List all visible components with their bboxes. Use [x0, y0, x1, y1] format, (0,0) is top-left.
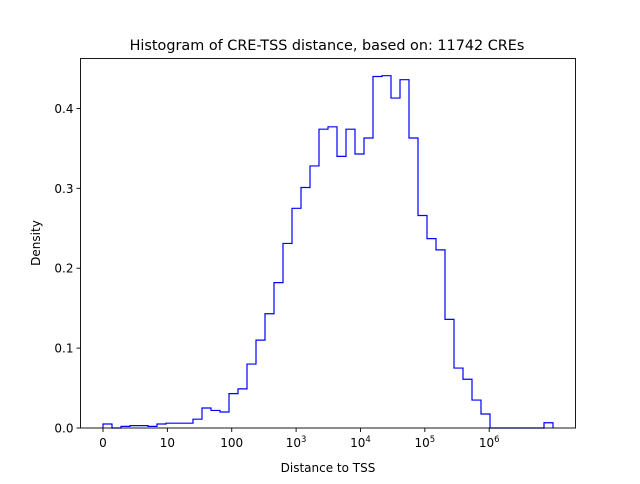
y-tick-label: 0.4: [54, 102, 73, 116]
x-tick-label: 105: [414, 435, 435, 450]
y-axis-label: Density: [29, 220, 43, 266]
y-tick-label: 0.2: [54, 262, 73, 276]
histogram-step-line: [102, 75, 554, 429]
y-tick-label: 0.3: [54, 182, 73, 196]
y-tick-label: 0.1: [54, 342, 73, 356]
chart-title: Histogram of CRE-TSS distance, based on:…: [130, 38, 525, 54]
x-tick-label: 0: [99, 436, 107, 450]
y-tick-label: 0.0: [54, 422, 73, 436]
x-axis-label: Distance to TSS: [281, 461, 376, 475]
x-tick-label: 100: [220, 436, 243, 450]
x-tick-label: 104: [350, 435, 371, 450]
x-tick-label: 10: [160, 436, 175, 450]
axes-frame: [80, 58, 576, 429]
x-tick-label: 103: [286, 435, 307, 450]
x-tick-label: 106: [479, 435, 500, 450]
